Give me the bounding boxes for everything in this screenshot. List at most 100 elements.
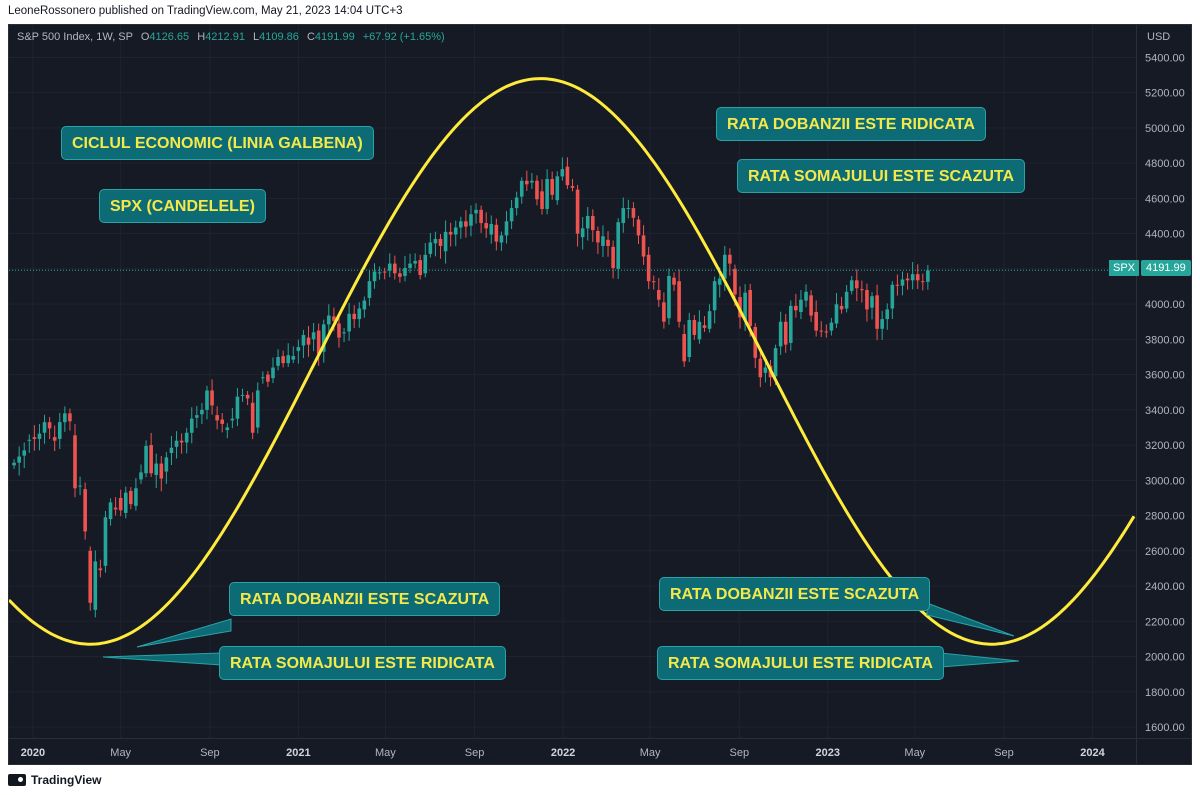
y-tick-label: 5400.00 — [1145, 52, 1185, 64]
candle-body — [540, 191, 544, 209]
candle-body — [27, 439, 32, 441]
candle-body — [499, 235, 504, 243]
candle-body — [870, 296, 874, 308]
candle-body — [464, 221, 468, 227]
annotation-unemployment-high-left[interactable]: RATA SOMAJULUI ESTE RIDICATA — [219, 646, 506, 680]
footer: TradingView — [0, 765, 1200, 795]
x-tick-label: 2021 — [286, 747, 310, 759]
candle-body — [453, 227, 458, 235]
symbol-name[interactable]: S&P 500 Index, 1W, SP — [17, 31, 133, 43]
candle-body — [601, 236, 605, 246]
candle-body — [809, 295, 813, 316]
open-value: 4126.65 — [149, 31, 190, 43]
candle-body — [57, 422, 62, 439]
annotation-cycle[interactable]: CICLUL ECONOMIC (LINIA GALBENA) — [61, 126, 374, 160]
candle-body — [164, 457, 169, 472]
candle-body — [184, 432, 189, 443]
x-axis-ticks: 2020 May Sep 2021 May Sep 2022 May Sep 2023 May Sep… — [21, 747, 1106, 759]
candle-body — [123, 492, 128, 513]
y-tick-label: 3400.00 — [1145, 405, 1185, 417]
y-tick-label: 1800.00 — [1145, 687, 1185, 699]
candle-body — [413, 260, 417, 264]
candle-body — [788, 305, 793, 343]
candle-body — [337, 323, 341, 338]
symbol-price-tag: SPX — [1109, 260, 1140, 276]
candle-body — [616, 222, 620, 269]
annotation-spx[interactable]: SPX (CANDELELE) — [99, 189, 266, 223]
candle-body — [118, 497, 123, 511]
candle-body — [403, 267, 407, 276]
candle-body — [865, 290, 869, 310]
chart-panel[interactable]: 1600.00 1800.00 2000.00 2200.00 2400.00 2600.… — [8, 24, 1192, 765]
candle-body — [159, 463, 164, 479]
candle-body — [748, 290, 752, 327]
x-axis-border — [9, 738, 1191, 739]
y-tick-label: 3200.00 — [1145, 440, 1185, 452]
candle-body — [108, 502, 113, 520]
candle-body — [667, 275, 671, 319]
candle-body — [525, 180, 529, 185]
annotation-rate-high[interactable]: RATA DOBANZII ESTE RIDICATA — [716, 107, 986, 141]
x-tick-label: 2022 — [551, 747, 575, 759]
candle-body — [844, 291, 849, 309]
candle-body — [103, 517, 108, 566]
candle-body — [250, 402, 255, 433]
candle-body — [712, 281, 717, 311]
candle-body — [514, 197, 519, 209]
close-label: C — [306, 31, 315, 43]
y-tick-label: 2000.00 — [1145, 652, 1185, 664]
candle-body — [448, 231, 453, 235]
candle-body — [875, 295, 879, 329]
candle-body — [37, 433, 42, 439]
candle-body — [144, 445, 148, 474]
candle-body — [596, 230, 600, 243]
x-tick-label: Sep — [200, 747, 220, 759]
candle-body — [880, 319, 884, 329]
candlestick-chart[interactable]: 1600.00 1800.00 2000.00 2200.00 2400.00 2600.… — [9, 25, 1192, 765]
candle-body — [428, 242, 433, 254]
candle-body — [565, 166, 570, 186]
candle-body — [255, 390, 260, 428]
candle-body — [286, 355, 291, 364]
candle-body — [311, 332, 316, 340]
candle-body — [585, 216, 590, 229]
high-label: H — [197, 31, 206, 43]
candle-body — [276, 356, 280, 366]
candle-body — [799, 299, 803, 313]
publisher-bar: LeoneRossonero published on TradingView.… — [0, 0, 1200, 24]
candle-body — [763, 367, 768, 373]
x-tick-label: May — [640, 747, 661, 759]
candle-body — [443, 231, 448, 252]
candle-body — [352, 313, 357, 320]
candle-body — [783, 321, 788, 345]
candle-body — [266, 374, 270, 382]
candle-body — [12, 462, 16, 466]
candle-body — [677, 281, 681, 322]
x-tick-label: May — [904, 747, 925, 759]
candle-body — [321, 324, 326, 352]
candle-body — [758, 358, 763, 378]
candle-body — [78, 485, 82, 487]
annotation-rate-low-left[interactable]: RATA DOBANZII ESTE SCAZUTA — [229, 582, 501, 616]
low-value: 4109.86 — [259, 31, 299, 43]
annotation-rate-low-right[interactable]: RATA DOBANZII ESTE SCAZUTA — [659, 577, 931, 611]
candle-body — [489, 223, 494, 235]
y-tick-label: 3800.00 — [1145, 334, 1185, 346]
candle-body — [63, 413, 67, 423]
y-tick-label: 5200.00 — [1145, 88, 1185, 100]
candle-body — [707, 311, 712, 329]
tradingview-logo[interactable]: TradingView — [8, 773, 101, 787]
x-tick-label: 2020 — [21, 747, 45, 759]
candle-body — [291, 356, 296, 360]
x-tick-label: Sep — [730, 747, 750, 759]
annotation-unemployment-high-right[interactable]: RATA SOMAJULUI ESTE RIDICATA — [657, 646, 944, 680]
annotation-unemployment-low[interactable]: RATA SOMAJULUI ESTE SCAZUTA — [737, 159, 1026, 193]
candle-body — [580, 228, 585, 238]
candle-body — [560, 169, 565, 177]
candle-body — [129, 490, 133, 505]
y-tick-label: 2600.00 — [1145, 546, 1185, 558]
candle-body — [230, 418, 235, 421]
y-tick-label: 3600.00 — [1145, 370, 1185, 382]
candle-body — [149, 445, 153, 474]
y-tick-label: 2800.00 — [1145, 511, 1185, 523]
